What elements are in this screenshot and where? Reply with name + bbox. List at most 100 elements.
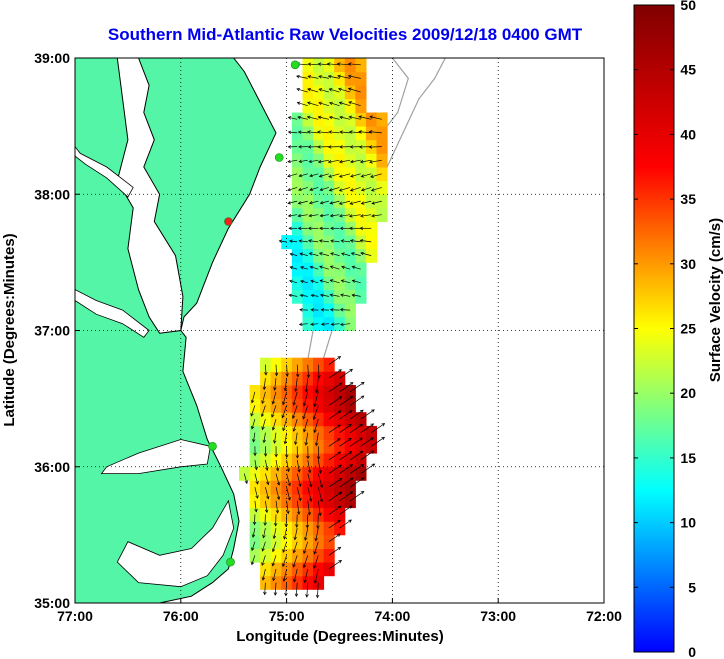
velocity-cell: [334, 126, 346, 141]
velocity-arrow: [348, 88, 361, 93]
radar-station-marker: [226, 557, 235, 567]
velocity-arrow: [298, 214, 308, 217]
velocity-arrowhead: [329, 201, 334, 205]
velocity-arrow: [328, 505, 342, 515]
velocity-arrowhead: [348, 424, 352, 428]
velocity-arrowhead: [308, 201, 313, 205]
velocity-cell: [323, 248, 335, 263]
velocity-arrow: [304, 568, 309, 583]
velocity-arrow: [371, 423, 385, 433]
velocity-arrowhead: [341, 265, 345, 270]
velocity-arrow: [360, 240, 372, 243]
velocity-arrowhead: [282, 427, 286, 432]
velocity-arrowhead: [327, 145, 332, 149]
velocity-arrowhead: [289, 266, 294, 270]
velocity-arrowhead: [300, 279, 304, 284]
velocity-arrowhead: [337, 546, 342, 551]
velocity-arrow: [328, 173, 340, 178]
velocity-arrow: [275, 459, 279, 471]
velocity-arrowhead: [302, 415, 306, 420]
velocity-arrow: [297, 102, 308, 107]
velocity-cell: [334, 289, 346, 304]
velocity-arrowhead: [254, 466, 258, 471]
velocity-arrowhead: [313, 565, 317, 569]
velocity-arrowhead: [296, 87, 301, 92]
velocity-cell: [291, 289, 303, 304]
velocity-cell: [291, 139, 303, 154]
velocity-arrow: [287, 159, 298, 163]
velocity-arrow: [287, 187, 298, 191]
velocity-arrowhead: [303, 428, 307, 433]
velocity-cell: [313, 221, 325, 236]
velocity-arrow: [293, 568, 298, 582]
velocity-arrowhead: [302, 564, 307, 569]
velocity-arrow: [358, 116, 372, 120]
velocity-arrow: [309, 173, 319, 177]
velocity-arrowhead: [320, 308, 325, 312]
velocity-cell: [344, 112, 356, 127]
velocity-arrow: [337, 63, 351, 66]
velocity-arrow: [321, 323, 329, 325]
velocity-cell: [365, 194, 377, 209]
velocity-arrowhead: [313, 429, 317, 434]
velocity-arrow: [339, 102, 351, 107]
velocity-arrow: [264, 582, 266, 595]
velocity-arrow: [313, 555, 319, 569]
velocity-arrow: [309, 159, 319, 163]
velocity-cell: [302, 126, 314, 141]
velocity-arrowhead: [330, 226, 334, 231]
velocity-arrow: [340, 323, 351, 326]
velocity-cell: [376, 126, 388, 141]
velocity-arrowhead: [360, 201, 365, 205]
velocity-arrowhead: [328, 88, 333, 92]
velocity-arrowhead: [317, 130, 321, 134]
velocity-arrow: [328, 75, 340, 79]
velocity-arrow: [338, 88, 351, 93]
velocity-arrowhead: [349, 201, 354, 205]
velocity-arrow: [299, 159, 308, 163]
velocity-arrowhead: [338, 477, 343, 482]
velocity-cell: [334, 85, 346, 100]
velocity-arrowhead: [360, 174, 365, 178]
velocity-arrowhead: [261, 400, 265, 404]
velocity-arrow: [339, 173, 351, 178]
velocity-arrow: [293, 391, 298, 406]
velocity-arrowhead: [371, 201, 375, 205]
velocity-arrow: [351, 252, 361, 256]
velocity-arrowhead: [286, 468, 290, 473]
velocity-arrowhead: [304, 537, 308, 541]
velocity-arrowhead: [338, 201, 343, 205]
y-tick-label: 35:00: [34, 595, 70, 611]
velocity-cell: [313, 207, 325, 222]
velocity-arrowhead: [338, 559, 343, 564]
velocity-arrow: [310, 323, 319, 325]
velocity-arrow: [307, 364, 309, 378]
velocity-arrowhead: [264, 509, 269, 514]
velocity-arrow: [341, 253, 351, 256]
velocity-cell: [323, 207, 335, 222]
velocity-arrowhead: [328, 115, 333, 120]
velocity-arrowhead: [261, 548, 265, 552]
velocity-cell: [302, 303, 314, 318]
velocity-arrow: [295, 582, 298, 597]
velocity-arrowhead: [319, 265, 323, 269]
velocity-arrow: [318, 116, 329, 120]
velocity-arrowhead: [348, 437, 352, 442]
velocity-arrowhead: [337, 356, 342, 360]
velocity-arrowhead: [308, 252, 313, 256]
x-axis-label: Longitude (Degrees:Minutes): [236, 628, 444, 645]
velocity-arrowhead: [338, 188, 343, 192]
velocity-arrowhead: [266, 481, 270, 486]
radar-station-marker: [290, 60, 300, 70]
velocity-cell: [344, 71, 356, 86]
velocity-cell: [334, 262, 346, 277]
velocity-arrow: [300, 253, 308, 256]
colorbar-tick-label: 30: [680, 256, 696, 272]
velocity-cell: [313, 289, 325, 304]
velocity-cell: [376, 207, 388, 222]
velocity-arrowhead: [310, 279, 314, 284]
velocity-arrow: [295, 432, 298, 445]
velocity-arrow: [307, 88, 319, 93]
velocity-arrowhead: [307, 511, 312, 516]
velocity-arrow: [307, 500, 310, 515]
